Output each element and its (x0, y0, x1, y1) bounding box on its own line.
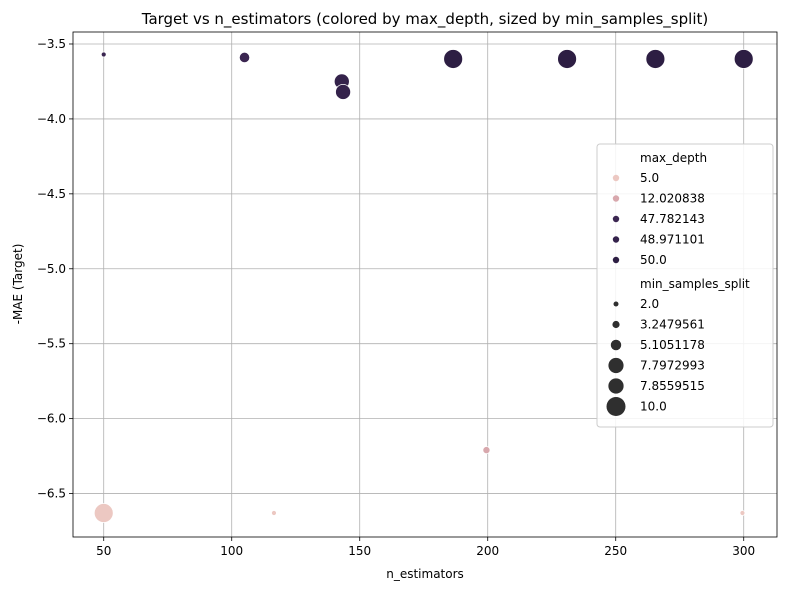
x-axis-label: n_estimators (386, 567, 464, 581)
legend: max_depth 5.0 12.020838 47.782143 48.971101… (596, 143, 774, 428)
y-tick-label: −5.5 (37, 337, 66, 351)
legend-size-marker (608, 357, 624, 374)
x-tick-label: 150 (348, 544, 371, 558)
legend-hue-label: 47.782143 (640, 212, 705, 226)
data-point (557, 49, 577, 69)
data-point (271, 510, 277, 516)
y-tick-label: −4.5 (37, 187, 66, 201)
legend-hue-marker (612, 195, 620, 202)
data-point (335, 83, 352, 100)
legend-size-marker (606, 397, 626, 416)
y-tick-label: −5.0 (37, 262, 66, 276)
legend-hue-marker (612, 215, 620, 223)
legend-size-title: min_samples_split (640, 277, 750, 291)
legend-size-label: 7.7972993 (640, 359, 705, 373)
legend-size-marker (610, 339, 622, 351)
legend-size-label: 2.0 (640, 297, 659, 311)
x-tick-label: 200 (476, 544, 499, 558)
chart-title: Target vs n_estimators (colored by max_d… (141, 10, 708, 29)
legend-hue-title: max_depth (640, 151, 707, 165)
x-tick-label: 250 (604, 544, 627, 558)
legend-size-marker (608, 378, 624, 394)
data-point (238, 51, 251, 64)
data-point (100, 51, 107, 58)
legend-box (596, 143, 774, 428)
y-tick-label: −6.5 (37, 487, 66, 501)
data-point (482, 446, 491, 455)
legend-size-marker (612, 320, 620, 329)
legend-size-label: 5.1051178 (640, 338, 705, 352)
data-point (93, 503, 114, 523)
plot-frame (72, 31, 778, 538)
axis-ticks: 50 100 150 200 250 300 −3.5 −4.0 −4.5 −5.0 −5.5 −6.… (37, 37, 755, 558)
legend-size-label: 10.0 (640, 400, 667, 414)
legend-size-label: 7.8559515 (640, 379, 705, 393)
legend-size-label: 3.2479561 (640, 318, 705, 332)
legend-hue-label: 48.971101 (640, 233, 705, 247)
legend-hue-label: 12.020838 (640, 192, 705, 206)
y-axis-label: -MAE (Target) (11, 244, 25, 325)
legend-hue-marker (612, 256, 620, 264)
data-point (443, 49, 464, 69)
legend-hue-label: 50.0 (640, 253, 667, 267)
legend-size-entries: 2.0 3.2479561 5.1051178 7.7972993 7.8559515 1… (606, 297, 705, 416)
y-tick-label: −3.5 (37, 37, 66, 51)
legend-size-marker (613, 301, 619, 307)
legend-hue-label: 5.0 (640, 171, 659, 185)
data-point (645, 49, 666, 69)
data-points (93, 49, 754, 523)
legend-hue-marker (612, 236, 620, 243)
x-tick-label: 50 (96, 544, 111, 558)
legend-hue-entries: 5.0 12.020838 47.782143 48.971101 50.0 (612, 171, 705, 267)
y-tick-label: −6.0 (37, 412, 66, 426)
x-tick-label: 100 (220, 544, 243, 558)
x-tick-label: 300 (732, 544, 755, 558)
y-tick-label: −4.0 (37, 112, 66, 126)
legend-hue-marker (612, 174, 620, 182)
data-point (739, 510, 746, 516)
data-point (733, 49, 754, 69)
